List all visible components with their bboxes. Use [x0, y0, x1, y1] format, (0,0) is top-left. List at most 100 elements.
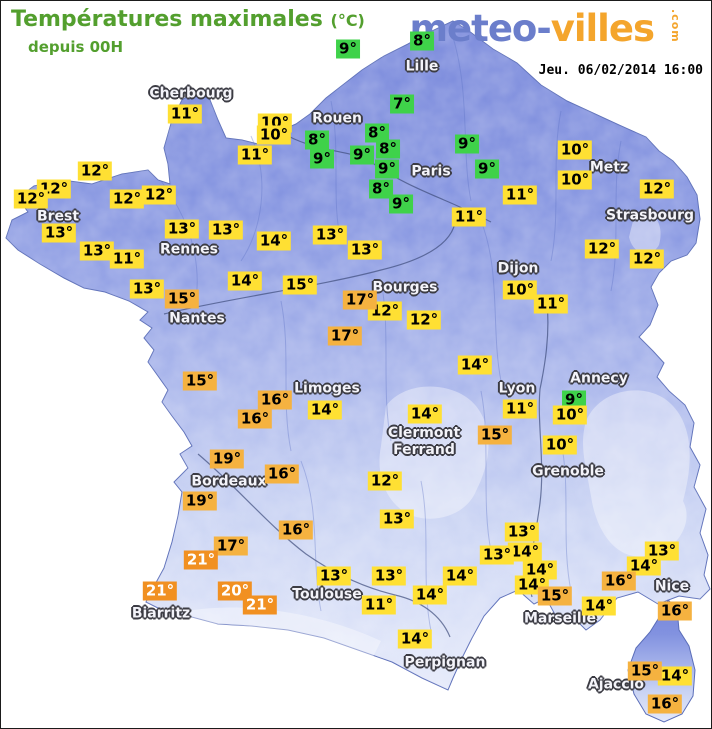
page-title: Températures maximales (°C) [11, 7, 365, 32]
temp-badge: 8° [376, 139, 400, 159]
city-label: Ajaccio [587, 676, 645, 693]
temp-badge: 19° [209, 449, 245, 469]
temp-badge: 15° [537, 586, 573, 606]
temp-badge: 9° [455, 134, 479, 154]
city-label: Bourges [372, 279, 438, 296]
meteo-villes-logo[interactable]: meteo-villes .com [409, 9, 695, 53]
temp-badge: 13° [479, 545, 515, 565]
temp-badge: 10° [542, 435, 578, 455]
temp-badge: 14° [626, 556, 662, 576]
temp-badge: 12° [629, 249, 665, 269]
temp-badge: 12° [639, 179, 675, 199]
temp-badge: 16° [278, 520, 314, 540]
temp-badge: 13° [316, 566, 352, 586]
city-label: Bordeaux [191, 473, 267, 490]
page-title-unit: (°C) [330, 11, 365, 30]
city-label: Marseille [523, 610, 597, 627]
city-label: Rouen [312, 110, 362, 127]
temp-badge: 12° [141, 185, 177, 205]
city-label: Biarritz [131, 605, 191, 622]
temp-badge: 13° [208, 220, 244, 240]
temp-badge: 13° [379, 509, 415, 529]
temp-badge: 11° [533, 294, 569, 314]
city-label: Perpignan [404, 654, 486, 671]
temp-badge: 17° [213, 536, 249, 556]
city-label: Rennes [159, 241, 219, 258]
city-label: Dijon [497, 260, 539, 277]
temp-badge: 11° [502, 185, 538, 205]
temp-badge: 21° [242, 595, 278, 615]
temp-badge: 12° [109, 189, 145, 209]
temp-badge: 12° [77, 161, 113, 181]
temp-badge: 14° [442, 566, 478, 586]
temp-badge: 15° [182, 371, 218, 391]
temp-badge: 15° [282, 275, 318, 295]
city-label: Grenoble [532, 463, 604, 480]
temp-badge: 19° [182, 491, 218, 511]
temp-badge: 10° [557, 170, 593, 190]
temp-badge: 16° [657, 601, 693, 621]
temp-badge: 15° [627, 661, 663, 681]
temp-badge: 13° [371, 566, 407, 586]
temp-badge: 10° [502, 280, 538, 300]
timestamp-label: Jeu. 06/02/2014 16:00 [538, 63, 703, 78]
temp-badge: 11° [361, 595, 397, 615]
temp-badge: 17° [342, 290, 378, 310]
temp-badge: 12° [406, 310, 442, 330]
temp-badge: 14° [256, 231, 292, 251]
temp-badge: 14° [522, 560, 558, 580]
temp-badge: 8° [305, 130, 329, 150]
mountain-highlights [176, 211, 690, 657]
temp-badge: 14° [397, 629, 433, 649]
temp-badge: 13° [164, 219, 200, 239]
city-label: Clermont Ferrand [387, 425, 461, 458]
temp-badge: 13° [644, 541, 680, 561]
temp-badge: 12° [367, 471, 403, 491]
temp-badge: 9° [389, 194, 413, 214]
temp-badge: 9° [475, 159, 499, 179]
temp-badge: 14° [412, 585, 448, 605]
temp-badge: 16° [257, 390, 293, 410]
temp-badge: 11° [502, 399, 538, 419]
city-label: Lille [405, 58, 439, 75]
temp-badge: 14° [507, 542, 543, 562]
city-label: Metz [589, 159, 629, 176]
temp-badge: 21° [183, 550, 219, 570]
page-subtitle: depuis 00H [28, 38, 124, 56]
temp-badge: 9° [375, 159, 399, 179]
temp-badge: 15° [477, 425, 513, 445]
temp-badge: 16° [647, 694, 683, 714]
temp-badge: 13° [129, 279, 165, 299]
temp-badge: 11° [451, 207, 487, 227]
temp-badge: 10° [552, 405, 588, 425]
temp-badge: 15° [164, 289, 200, 309]
temp-badge: 13° [79, 241, 115, 261]
temp-badge: 10° [256, 125, 292, 145]
temp-badge: 14° [307, 400, 343, 420]
city-label: Toulouse [292, 586, 362, 603]
temp-badge: 7° [390, 94, 414, 114]
temp-badge: 13° [347, 240, 383, 260]
city-label: Brest [36, 208, 80, 225]
city-label: Lyon [498, 380, 536, 397]
city-label: Paris [411, 163, 451, 180]
temp-badge: 13° [504, 522, 540, 542]
logo-suffix-com: .com [669, 9, 682, 43]
temp-badge: 16° [237, 409, 273, 429]
temp-badge: 13° [312, 225, 348, 245]
city-label: Annecy [570, 370, 628, 387]
temp-badge: 11° [109, 249, 145, 269]
temp-badge: 21° [142, 581, 178, 601]
logo-part-villes: villes [550, 7, 655, 50]
temp-badge: 9° [350, 145, 374, 165]
city-label: Limoges [294, 380, 360, 397]
temp-badge: 9° [310, 149, 334, 169]
page-title-text: Températures maximales [11, 7, 323, 32]
temp-badge: 8° [410, 31, 434, 51]
temp-badge: 11° [237, 145, 273, 165]
corsica-island [627, 599, 696, 723]
temp-badge: 14° [581, 596, 617, 616]
temp-badge: 16° [264, 464, 300, 484]
temp-badge: 12° [13, 189, 49, 209]
